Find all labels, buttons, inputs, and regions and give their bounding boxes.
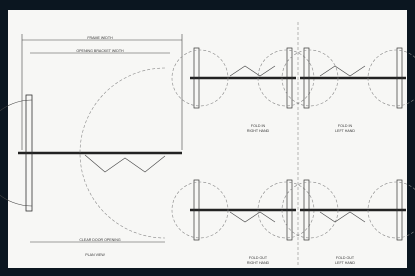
drawing-sheet [8, 10, 407, 268]
view-label: PLAN VIEW [85, 253, 105, 257]
variant-label: LEFT HAND [335, 261, 355, 265]
variant-label: FOLD OUT [249, 256, 268, 260]
variant-label: FOLD OUT [336, 256, 355, 260]
variant-label: LEFT HAND [335, 129, 355, 133]
variant-label: FOLD IN [338, 124, 353, 128]
dimension-label: CLEAR DOOR OPENING [79, 238, 121, 242]
variant-label: FOLD IN [251, 124, 266, 128]
variant-label: RIGHT HAND [247, 129, 270, 133]
screenshot: FRAME WIDTH OPENING BRACKET WIDTH CLEAR … [0, 0, 415, 276]
variant-label: RIGHT HAND [247, 261, 270, 265]
dimension-label: FRAME WIDTH [87, 36, 113, 40]
dimension-label: OPENING BRACKET WIDTH [76, 49, 124, 53]
